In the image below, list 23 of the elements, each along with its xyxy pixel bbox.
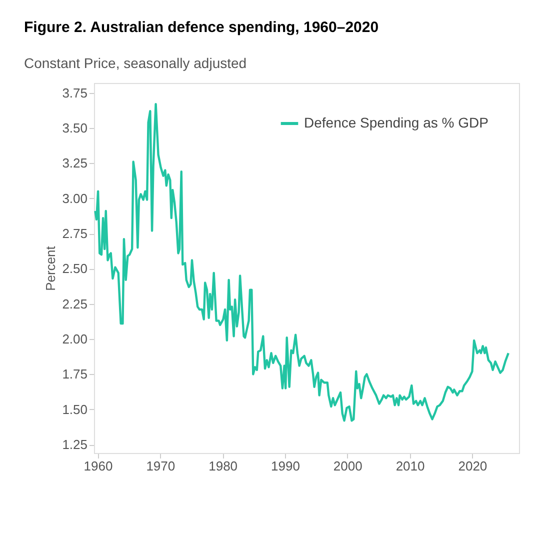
chart-title: Figure 2. Australian defence spending, 1960–2020 [24,19,379,36]
y-tick-label: 2.75 [62,226,88,242]
x-tick-label: 1970 [146,458,176,474]
y-tick-label: 1.75 [62,366,88,382]
y-tick-label: 1.25 [62,437,88,452]
y-tick-label: 2.00 [62,332,88,347]
line-series [94,103,510,422]
y-tick-label: 2.25 [62,296,88,312]
y-tick-label: 3.50 [62,120,88,136]
y-tick-label: 3.00 [62,190,88,206]
y-tick-label: 3.25 [62,156,88,171]
y-tick-label: 2.50 [62,261,88,276]
x-tick-label: 2000 [333,458,362,474]
x-tick-label: 2020 [458,458,488,474]
legend-label: Defence Spending as % GDP [304,114,488,130]
y-tick-label: 3.75 [62,85,88,100]
x-tick-label: 1980 [208,458,238,474]
y-tick-label: 1.50 [62,402,88,417]
y-axis-title: Percent [43,246,58,291]
chart-subtitle: Constant Price, seasonally adjusted [24,55,247,71]
x-tick-label: 2010 [396,458,425,474]
x-tick-label: 1990 [271,458,300,474]
x-tick-label: 1960 [84,458,113,474]
